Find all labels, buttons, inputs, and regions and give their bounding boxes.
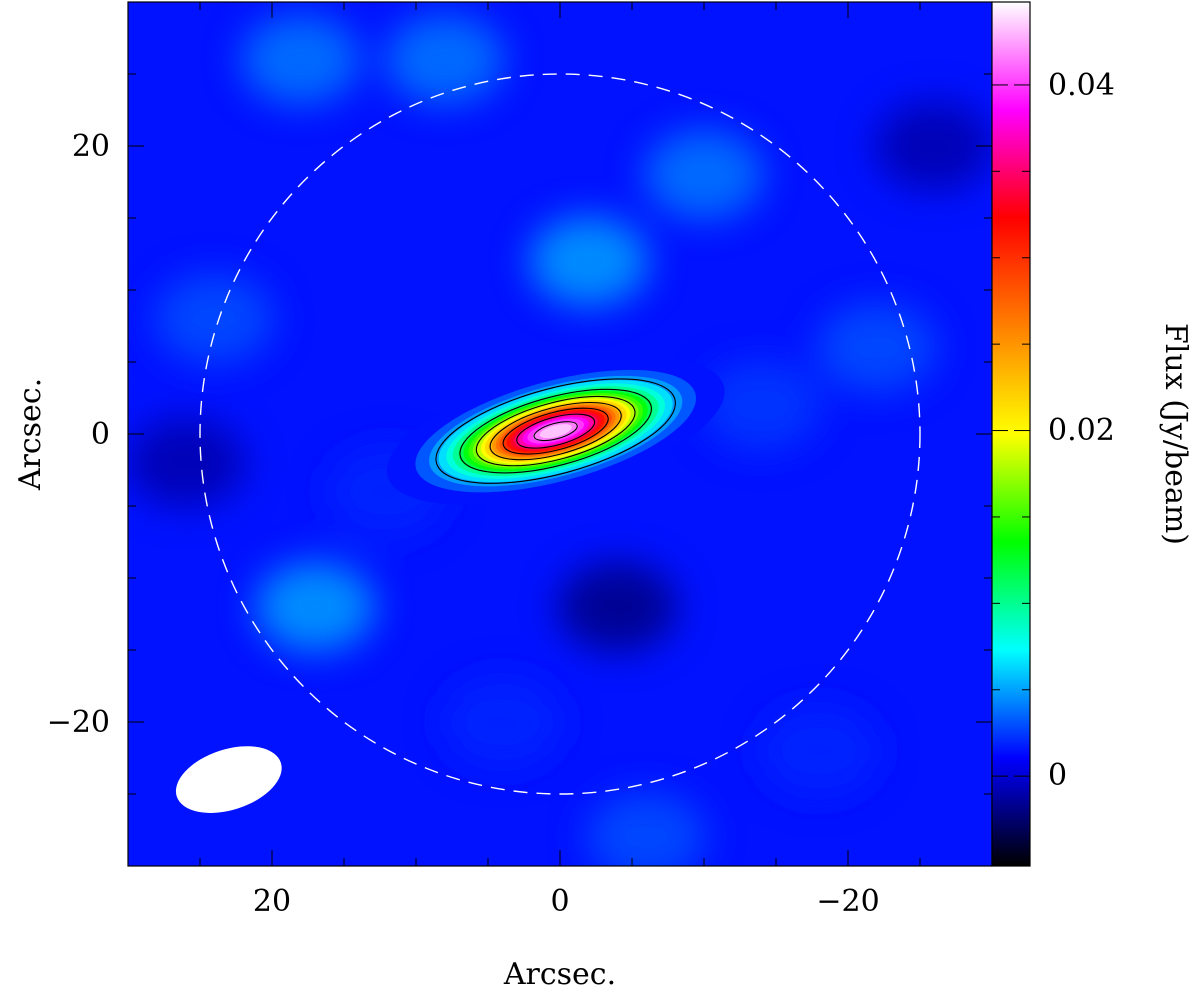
colorbar: 0.04 0.02 0 Flux (Jy/beam)	[991, 1, 1193, 867]
noise-blob-8	[128, 417, 246, 508]
x-tick-label-20: 20	[253, 884, 291, 919]
noise-blob-7	[586, 792, 707, 866]
y-axis-label: Arcsec.	[13, 378, 48, 491]
y-tick-label-minus-20: −20	[47, 705, 110, 740]
synthesized-beam-ellipse	[175, 746, 282, 813]
contour-level-0	[435, 378, 676, 484]
colorbar-tick-label-0: 0	[1048, 758, 1067, 793]
contour-lines	[435, 378, 676, 484]
noise-blob-2	[528, 216, 649, 307]
contour-level-5	[516, 413, 596, 449]
noise-blob-14	[442, 677, 563, 767]
noise-blob-11	[874, 101, 992, 191]
colorbar-tick-label-002: 0.02	[1048, 413, 1115, 448]
contour-level-3	[489, 401, 622, 461]
noise-blob-0	[240, 14, 361, 105]
colorbar-label: Flux (Jy/beam)	[1158, 323, 1193, 545]
x-tick-label-0: 0	[550, 884, 569, 919]
noise-blob-5	[557, 561, 678, 652]
y-tick-label-20: 20	[72, 129, 110, 164]
contour-level-4	[502, 407, 609, 455]
map-plot-area	[128, 2, 992, 866]
noise-blob-3	[644, 129, 764, 220]
background-noise	[128, 14, 992, 866]
colorbar-gradient	[992, 2, 1030, 866]
noise-blob-1	[154, 273, 275, 364]
x-tick-label-minus-20: −20	[816, 884, 879, 919]
contour-level-1	[459, 388, 652, 474]
noise-blob-10	[384, 14, 505, 105]
contour-level-2	[475, 395, 636, 467]
noise-blob-9	[759, 705, 880, 796]
noise-blob-4	[816, 302, 937, 393]
contour-level-6	[533, 421, 578, 442]
x-axis-label: Arcsec.	[503, 957, 616, 989]
colorbar-ticks	[992, 84, 1030, 777]
colorbar-tick-label-004: 0.04	[1048, 68, 1115, 103]
source-flux-step-25	[539, 424, 572, 439]
colorbar-frame	[991, 1, 1031, 867]
y-tick-label-0: 0	[91, 417, 110, 452]
map-axis-ticks	[127, 1, 993, 867]
primary-beam-circle	[199, 73, 921, 795]
noise-blob-6	[255, 561, 376, 652]
noise-blob-13	[701, 360, 822, 451]
